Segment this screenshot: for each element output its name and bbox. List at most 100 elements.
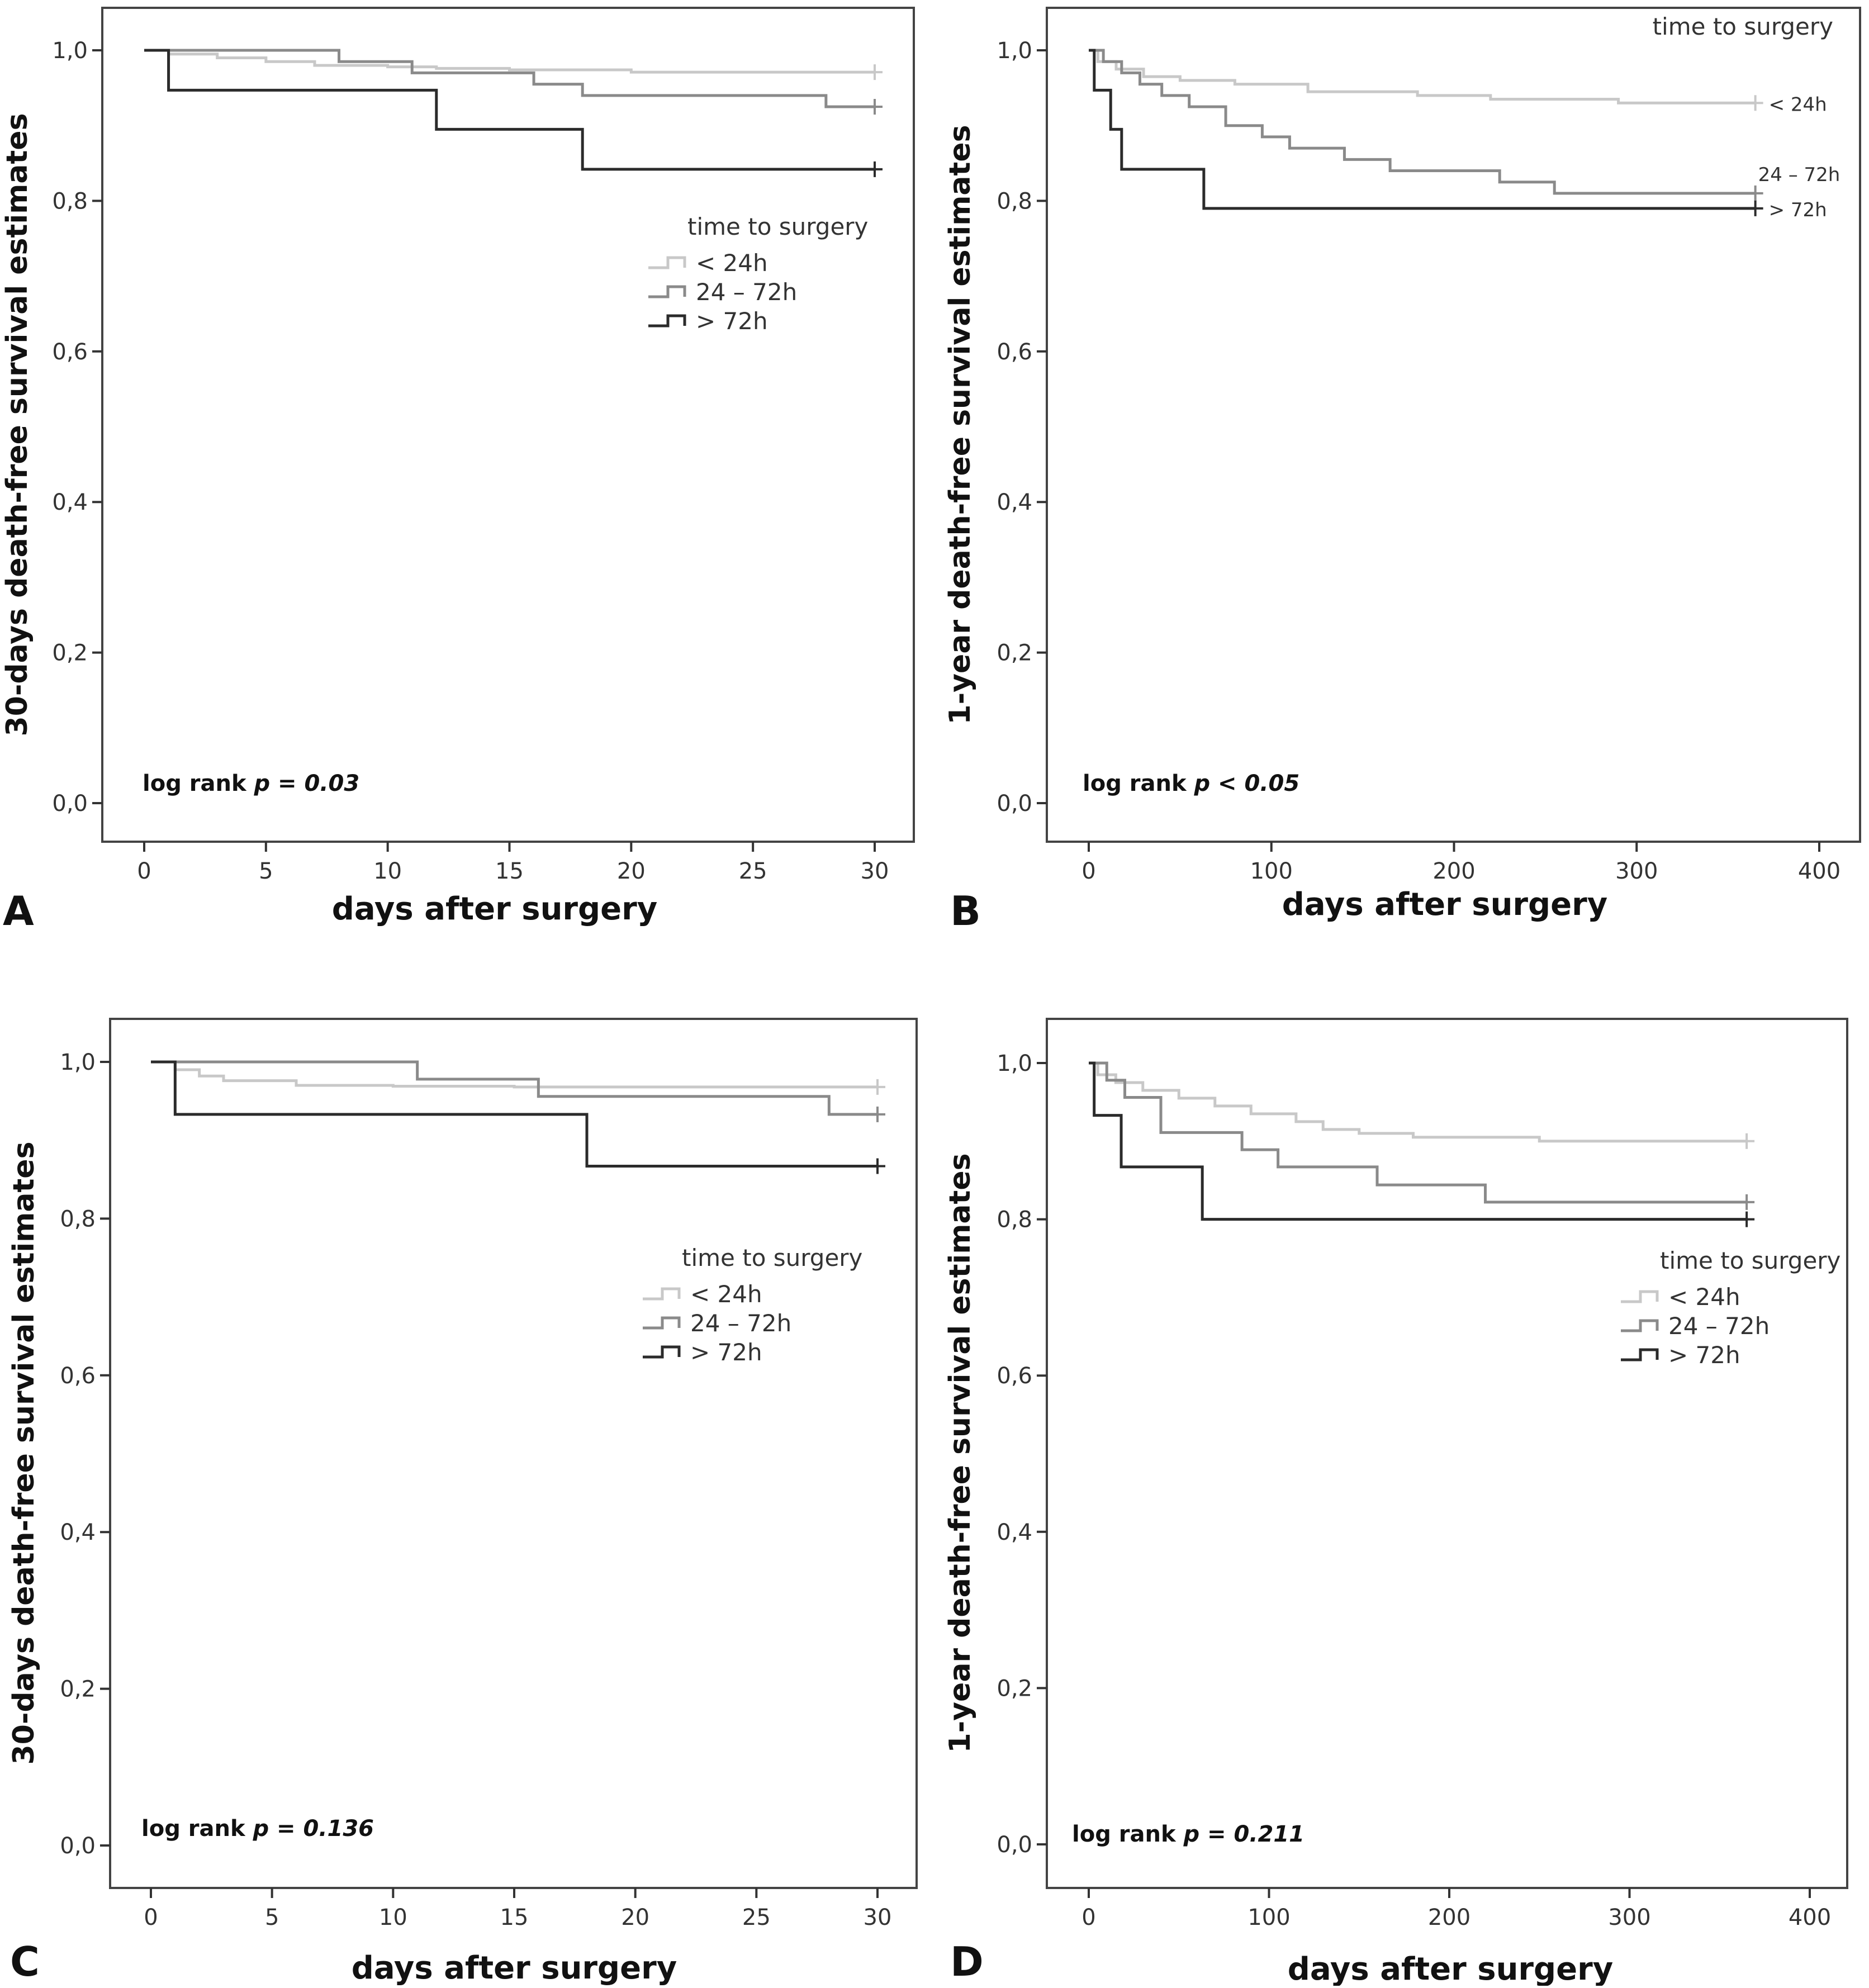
legend-entry: 24 – 72h — [690, 1309, 791, 1337]
y-tick-label: 0,6 — [52, 339, 88, 365]
plot-frame — [101, 7, 915, 843]
x-tick-label: 400 — [1798, 858, 1840, 884]
survival-curve-1 — [151, 1060, 877, 1116]
x-tick-label: 10 — [379, 1905, 407, 1930]
censor-mark — [1739, 1133, 1755, 1149]
y-tick-label: 0,0 — [997, 791, 1032, 817]
y-tick-label: 0,0 — [997, 1832, 1032, 1858]
panel-c: 0,0 0,2 0,4 0,6 0,8 1,0 0 5 10 15 20 25 30 days after… — [7, 1018, 918, 1986]
censor-mark — [867, 64, 883, 80]
log-rank-prefix: log rank — [1072, 1821, 1183, 1847]
log-rank-annotation: log rank p = 0.03 — [143, 771, 359, 796]
panel-letter: C — [10, 1938, 40, 1985]
x-tick-label: 200 — [1432, 858, 1475, 884]
y-axis-label: 1-year death-free survival estimates — [943, 125, 977, 724]
legend-entry: > 72h — [1769, 199, 1827, 221]
log-rank-annotation: log rank p < 0.05 — [1083, 771, 1299, 796]
x-tick-label: 5 — [265, 1905, 279, 1930]
x-tick-label: 0 — [1081, 1905, 1095, 1930]
legend-swatch — [643, 1287, 681, 1301]
panel-letter: B — [950, 888, 981, 934]
legend-entry: 24 – 72h — [1758, 164, 1840, 186]
log-rank-annotation: log rank p = 0.211 — [1072, 1821, 1304, 1847]
plot-frame — [1046, 7, 1861, 843]
y-tick-label: 1,0 — [997, 38, 1032, 64]
legend-entry: < 24h — [1769, 93, 1827, 116]
x-tick-label: 30 — [861, 858, 889, 884]
censor-mark — [870, 1079, 885, 1095]
x-tick-label: 200 — [1428, 1905, 1470, 1930]
legend-entry: > 72h — [690, 1339, 762, 1366]
legend-swatch — [643, 1345, 681, 1359]
y-tick-label: 0,4 — [997, 1520, 1032, 1545]
log-rank-p-value: p < 0.05 — [1193, 771, 1299, 796]
legend-entry: > 72h — [696, 307, 768, 335]
x-tick-label: 15 — [495, 858, 524, 884]
log-rank-p-value: p = 0.211 — [1183, 1821, 1304, 1847]
legend-title: time to surgery — [1660, 1247, 1840, 1274]
panel-letter: A — [3, 888, 34, 934]
y-tick-label: 0,0 — [60, 1833, 96, 1859]
legend-entry: < 24h — [690, 1280, 762, 1308]
x-axis-label: days after surgery — [1282, 886, 1608, 923]
log-rank-prefix: log rank — [143, 771, 254, 796]
survival-curve-0 — [151, 1060, 877, 1089]
x-tick-label: 0 — [1081, 858, 1095, 884]
legend-title: time to surgery — [687, 213, 868, 240]
censor-mark — [870, 1106, 885, 1122]
legend-entry: 24 – 72h — [696, 278, 797, 306]
y-axis-label: 30-days death-free survival estimates — [1, 113, 34, 736]
y-tick-label: 1,0 — [52, 38, 88, 64]
survival-curve-2 — [1089, 49, 1756, 210]
survival-curve-1 — [144, 49, 875, 108]
x-tick-label: 20 — [617, 858, 646, 884]
log-rank-annotation: log rank p = 0.136 — [141, 1816, 374, 1842]
x-tick-label: 400 — [1789, 1905, 1831, 1930]
x-tick-label: 300 — [1615, 858, 1658, 884]
panel-a: 0,0 0,2 0,4 0,6 0,8 1,0 0 5 10 15 20 25 30 days after… — [1, 7, 915, 934]
survival-curve-0 — [1089, 1061, 1747, 1143]
log-rank-prefix: log rank — [141, 1816, 253, 1842]
y-tick-label: 0,0 — [52, 791, 88, 817]
plot-frame — [1046, 1018, 1848, 1889]
x-tick-label: 0 — [137, 858, 151, 884]
y-tick-label: 0,6 — [997, 1363, 1032, 1389]
x-axis-label: days after surgery — [332, 891, 658, 927]
log-rank-prefix: log rank — [1083, 771, 1194, 796]
legend-entry: > 72h — [1668, 1341, 1740, 1369]
survival-curve-2 — [144, 49, 875, 171]
y-axis-label: 30-days death-free survival estimates — [7, 1141, 41, 1764]
censor-mark — [1747, 95, 1763, 111]
legend-swatch — [1621, 1348, 1659, 1361]
y-tick-label: 0,2 — [60, 1677, 96, 1702]
survival-curve-0 — [144, 49, 875, 74]
x-tick-label: 100 — [1250, 858, 1293, 884]
legend-title: time to surgery — [682, 1244, 862, 1271]
x-tick-label: 5 — [259, 858, 273, 884]
plot-frame — [109, 1018, 918, 1889]
x-tick-label: 100 — [1247, 1905, 1290, 1930]
survival-curve-2 — [151, 1060, 877, 1168]
legend-entry: < 24h — [696, 249, 768, 277]
x-tick-label: 0 — [144, 1905, 158, 1930]
panel-b: 0,0 0,2 0,4 0,6 0,8 1,0 0 100 200 300 400 days afte… — [943, 7, 1861, 934]
legend-swatch — [648, 285, 686, 298]
x-tick-label: 20 — [621, 1905, 649, 1930]
y-tick-label: 0,6 — [997, 339, 1032, 365]
survival-curve-1 — [1089, 49, 1756, 195]
x-tick-label: 10 — [373, 858, 402, 884]
x-tick-label: 30 — [864, 1905, 892, 1930]
legend-entry: 24 – 72h — [1668, 1312, 1770, 1340]
x-axis-label: days after surgery — [1288, 1951, 1614, 1986]
y-tick-label: 0,8 — [997, 188, 1032, 214]
y-axis-label: 1-year death-free survival estimates — [943, 1153, 977, 1753]
panel-d: 0,0 0,2 0,4 0,6 0,8 1,0 0 100 200 300 400 days afte… — [943, 1018, 1848, 1987]
y-tick-label: 0,2 — [52, 640, 88, 666]
legend-swatch — [643, 1316, 681, 1330]
y-tick-label: 1,0 — [60, 1050, 96, 1075]
